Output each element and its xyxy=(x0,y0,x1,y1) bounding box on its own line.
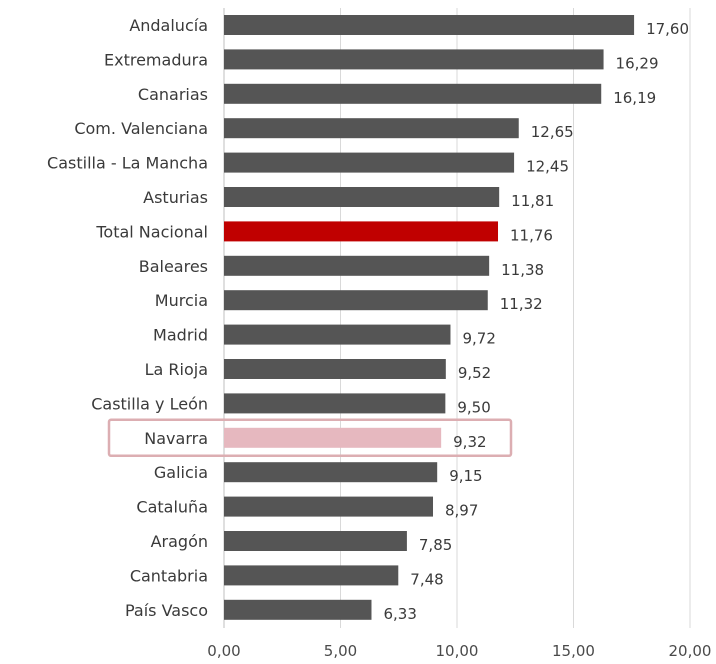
category-label: Navarra xyxy=(144,429,208,448)
value-label: 11,32 xyxy=(500,295,543,313)
x-tick-label: 5,00 xyxy=(324,642,357,660)
value-label: 9,50 xyxy=(457,398,490,416)
value-label: 12,65 xyxy=(531,123,574,141)
value-label: 9,52 xyxy=(458,364,491,382)
bar-catalu-a xyxy=(224,496,434,517)
bar-andaluc-a xyxy=(224,15,635,35)
value-label: 9,15 xyxy=(449,467,482,485)
bar-arag-n xyxy=(224,531,407,551)
bars xyxy=(224,15,635,620)
bar-navarra xyxy=(224,427,442,448)
category-label: Baleares xyxy=(139,257,208,276)
category-label: Com. Valenciana xyxy=(74,119,208,138)
value-label: 9,32 xyxy=(453,433,486,451)
category-label: Aragón xyxy=(151,532,208,551)
value-label: 16,29 xyxy=(616,54,659,72)
category-label: La Rioja xyxy=(145,360,208,379)
bar-galicia xyxy=(224,462,438,483)
category-label: Cantabria xyxy=(130,566,208,585)
bar-asturias xyxy=(224,187,500,207)
value-label: 11,81 xyxy=(511,192,554,210)
value-label: 9,72 xyxy=(462,330,495,348)
value-label: 6,33 xyxy=(383,605,416,623)
bar-extremadura xyxy=(224,49,604,70)
category-label: Castilla y León xyxy=(91,394,208,413)
bar-baleares xyxy=(224,255,490,276)
category-label: Canarias xyxy=(138,85,208,104)
value-labels: 17,60 16,29 16,19 12,65 12,45 11,81 11,76 11,38… xyxy=(383,20,689,623)
gridlines xyxy=(223,8,691,628)
bar-castilla-la-mancha xyxy=(224,152,515,173)
bar-canarias xyxy=(224,83,602,104)
value-label: 11,38 xyxy=(501,261,544,279)
x-tick-label: 10,00 xyxy=(436,642,479,660)
category-label: País Vasco xyxy=(125,601,208,620)
bar-pa-s-vasco xyxy=(224,599,372,620)
x-tick-label: 20,00 xyxy=(669,642,712,660)
category-labels: Andalucía Extremadura Canarias Com. Valenci… xyxy=(47,16,208,620)
bar-cantabria xyxy=(224,565,399,586)
category-label: Andalucía xyxy=(129,16,208,35)
value-label: 12,45 xyxy=(526,158,569,176)
x-axis-ticks: 0,00 5,00 10,00 15,00 20,00 xyxy=(207,642,711,660)
bar-total-nacional xyxy=(224,221,499,242)
bar-madrid xyxy=(224,324,451,345)
x-tick-label: 15,00 xyxy=(552,642,595,660)
x-tick-label: 0,00 xyxy=(207,642,240,660)
highlight-box xyxy=(107,418,513,458)
value-label: 7,48 xyxy=(410,570,443,588)
value-label: 7,85 xyxy=(419,536,452,554)
bar-castilla-y-le-n xyxy=(224,393,446,414)
bar-la-rioja xyxy=(224,359,446,379)
category-label: Madrid xyxy=(153,326,208,345)
category-label: Cataluña xyxy=(136,498,208,517)
highlight-outline xyxy=(107,418,513,458)
value-label: 11,76 xyxy=(510,226,553,244)
value-label: 17,60 xyxy=(646,20,689,38)
bar-murcia xyxy=(224,290,488,311)
value-label: 16,19 xyxy=(613,89,656,107)
value-label: 8,97 xyxy=(445,502,478,520)
category-label: Asturias xyxy=(143,188,208,207)
category-label: Extremadura xyxy=(104,50,208,69)
bar-com-valenciana xyxy=(224,118,519,139)
category-label: Total Nacional xyxy=(95,222,208,241)
category-label: Castilla - La Mancha xyxy=(47,154,208,173)
category-label: Galicia xyxy=(154,463,208,482)
category-label: Murcia xyxy=(155,291,208,310)
